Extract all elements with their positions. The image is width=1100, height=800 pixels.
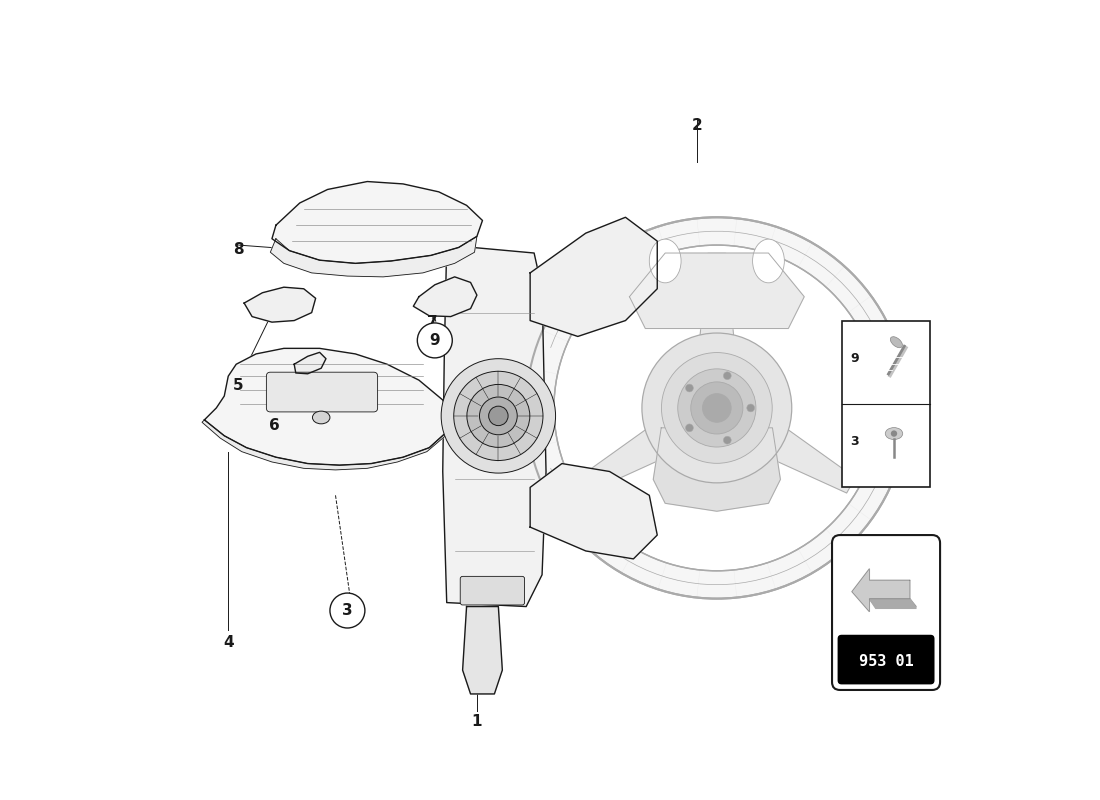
Circle shape — [724, 372, 732, 380]
Polygon shape — [244, 287, 316, 322]
Ellipse shape — [691, 382, 742, 434]
Text: 3: 3 — [342, 603, 353, 618]
Polygon shape — [526, 218, 908, 598]
Ellipse shape — [886, 428, 903, 439]
Text: 8: 8 — [233, 242, 244, 257]
Circle shape — [488, 406, 508, 426]
Polygon shape — [463, 606, 503, 694]
Ellipse shape — [678, 369, 756, 447]
FancyBboxPatch shape — [460, 576, 525, 605]
Circle shape — [685, 424, 693, 432]
Circle shape — [685, 384, 693, 392]
Polygon shape — [271, 236, 477, 277]
Polygon shape — [764, 426, 856, 493]
Polygon shape — [653, 428, 780, 511]
Circle shape — [441, 358, 556, 473]
Text: 4: 4 — [223, 635, 233, 650]
Ellipse shape — [703, 394, 732, 422]
Polygon shape — [579, 426, 669, 493]
Polygon shape — [629, 253, 804, 329]
Circle shape — [453, 371, 543, 461]
Ellipse shape — [890, 337, 902, 348]
Polygon shape — [272, 182, 483, 263]
Text: 5: 5 — [233, 378, 244, 393]
Polygon shape — [414, 277, 477, 317]
FancyBboxPatch shape — [837, 634, 935, 685]
Polygon shape — [851, 569, 910, 612]
Text: 953 01: 953 01 — [859, 654, 913, 669]
Circle shape — [747, 404, 755, 412]
Polygon shape — [294, 352, 326, 374]
Circle shape — [891, 430, 898, 437]
Bar — [843, 321, 930, 487]
FancyBboxPatch shape — [832, 535, 940, 690]
Ellipse shape — [649, 239, 681, 283]
FancyBboxPatch shape — [266, 372, 377, 412]
Polygon shape — [869, 599, 916, 606]
Polygon shape — [202, 418, 451, 470]
Ellipse shape — [661, 353, 772, 463]
Ellipse shape — [752, 239, 784, 283]
Polygon shape — [530, 463, 658, 559]
Circle shape — [480, 397, 517, 434]
Polygon shape — [700, 253, 735, 342]
Text: 9: 9 — [429, 333, 440, 348]
Circle shape — [466, 385, 530, 447]
Polygon shape — [442, 245, 546, 606]
Ellipse shape — [642, 333, 792, 483]
Ellipse shape — [312, 411, 330, 424]
Polygon shape — [869, 599, 916, 608]
Text: 1: 1 — [472, 714, 482, 730]
Text: 3: 3 — [850, 435, 859, 448]
Polygon shape — [530, 218, 658, 337]
Text: 7: 7 — [427, 314, 438, 330]
Circle shape — [724, 436, 732, 444]
Circle shape — [417, 323, 452, 358]
Circle shape — [330, 593, 365, 628]
Text: 9: 9 — [850, 351, 859, 365]
Text: 2: 2 — [692, 118, 702, 134]
Text: 6: 6 — [270, 418, 279, 433]
Polygon shape — [205, 348, 451, 465]
